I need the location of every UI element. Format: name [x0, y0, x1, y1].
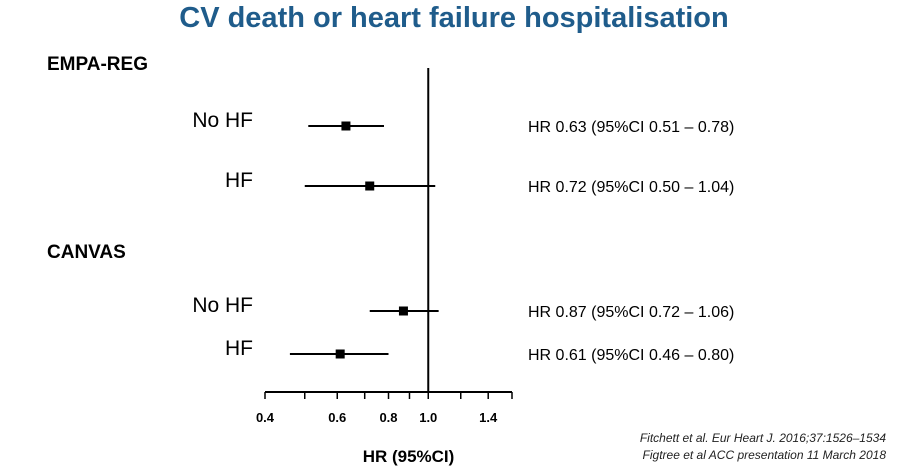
row-label: HF [225, 337, 253, 360]
hr-value-label: HR 0.61 (95%CI 0.46 – 0.80) [528, 347, 734, 364]
x-tick-label: 0.4 [256, 410, 275, 425]
x-tick-label: 1.4 [479, 410, 498, 425]
row-label: No HF [192, 109, 253, 132]
hr-point [335, 349, 345, 359]
hr-point [365, 181, 375, 191]
chart-title: CV death or heart failure hospitalisatio… [179, 2, 729, 34]
row-label: No HF [192, 294, 253, 317]
group-label: CANVAS [47, 242, 126, 263]
hr-value-label: HR 0.87 (95%CI 0.72 – 1.06) [528, 304, 734, 321]
citation-figtree: Figtree et al ACC presentation 11 March … [642, 448, 886, 462]
hr-value-label: HR 0.63 (95%CI 0.51 – 0.78) [528, 119, 734, 136]
hr-value-label: HR 0.72 (95%CI 0.50 – 1.04) [528, 179, 734, 196]
citation-fitchett: Fitchett et al. Eur Heart J. 2016;37:152… [639, 431, 886, 445]
group-label: EMPA-REG [47, 54, 148, 75]
row-label: HF [225, 169, 253, 192]
x-axis-label: HR (95%CI) [363, 447, 455, 466]
x-tick-label: 0.8 [379, 410, 397, 425]
hr-point [341, 121, 351, 131]
x-tick-label: 0.6 [328, 410, 346, 425]
x-tick-label: 1.0 [419, 410, 437, 425]
hr-point [398, 306, 408, 316]
